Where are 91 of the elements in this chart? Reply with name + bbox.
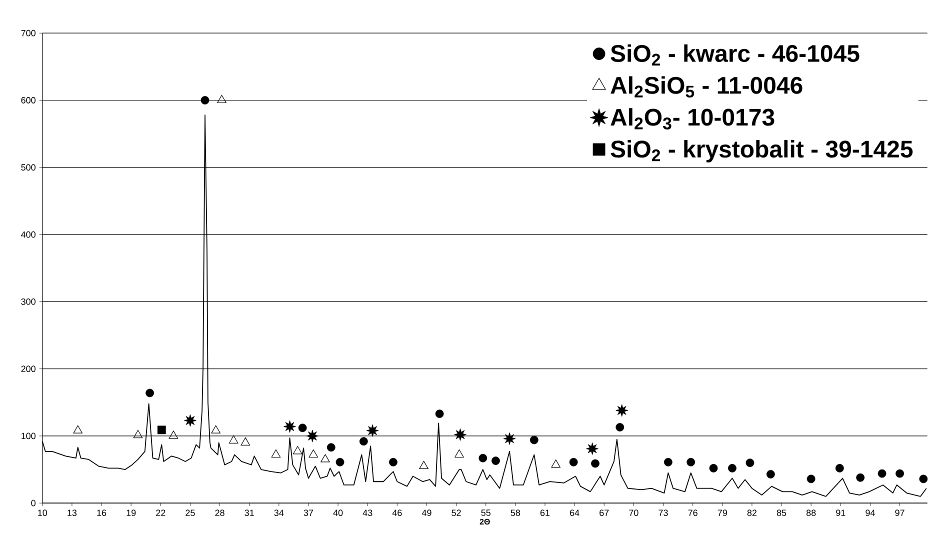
point [240,437,250,446]
point [766,470,775,478]
y-tick-label: 600 [21,97,36,104]
x-tick-label: 52 [452,510,461,516]
x-tick-label: 46 [392,510,402,516]
x-tick-label: 22 [156,510,166,516]
x-tick-label: 88 [806,510,816,516]
x-tick-label: 61 [540,510,550,516]
point [228,435,238,444]
x-tick-label: 43 [362,510,372,516]
point [326,443,336,452]
point [709,464,718,472]
point [664,458,672,466]
point [200,96,210,104]
y-tick-label: 100 [22,432,36,440]
point [306,430,319,442]
x-tick-label: 19 [126,510,136,516]
legend-label: SiO$_{2}$ - krystobalit - 39-1425 [610,140,913,162]
point [686,458,696,466]
point [308,449,318,458]
point [746,458,754,468]
x-tick-label: 13 [68,510,77,516]
point [530,436,538,444]
point [133,430,143,438]
y-tick-label: 300 [21,298,36,305]
y-tick-label: 0 [31,500,36,506]
x-tick-label: 91 [836,510,846,516]
x-tick-label: 16 [97,510,106,516]
point [896,469,904,478]
point [454,449,464,458]
x-tick-label: 67 [600,510,609,516]
x-tick-label: 85 [776,510,786,516]
point [591,459,600,468]
point [878,469,886,478]
point [389,458,398,466]
point [478,454,488,462]
point [454,428,466,441]
y-tick-label: 700 [21,30,36,36]
point [551,460,560,468]
legend-label: Al$_{2}$O$_{3}$- 10-0173 [610,108,774,130]
point [616,423,624,432]
point [806,474,816,484]
x-tick-label: 73 [658,510,668,516]
x-tick-label: 37 [304,510,314,516]
x-tick-label: 31 [244,510,254,516]
point [271,449,281,458]
y-tick-label: 500 [21,164,36,171]
point [419,460,428,469]
point [284,420,296,433]
point [435,410,444,418]
legend-label: Al$_{2}$SiO$_{5}$ - 11-0046 [610,76,802,98]
x-tick-label: 76 [688,510,698,516]
x-tick-label: 25 [186,510,195,516]
point [492,456,500,465]
x-tick-label: 58 [510,510,520,516]
x-tick-label: 28 [215,510,224,516]
point [217,94,226,104]
point [298,424,307,432]
x-tick-label: 82 [747,510,757,516]
point [503,432,516,445]
point [616,404,628,417]
point [586,442,599,455]
point [168,430,178,439]
x-tick-label: 40 [333,510,343,516]
x-axis-title: 2Θ [480,518,490,525]
x-tick-label: 97 [895,510,904,516]
point [184,414,196,427]
point [211,425,220,434]
point [293,446,302,454]
x-tick-label: 70 [629,510,638,516]
point [728,464,736,472]
point [157,426,166,434]
point [366,424,379,437]
point [856,473,865,482]
legend-label: SiO$_{2}$ - kwarc - 46-1045 [610,44,860,66]
point [569,458,578,466]
point [73,425,82,434]
x-tick-label: 49 [422,510,432,516]
x-tick-label: 79 [718,510,727,516]
x-tick-label: 64 [570,510,580,516]
point [359,437,368,446]
x-tick-label: 34 [274,510,284,516]
x-tick-label: 10 [38,510,48,516]
x-tick-label: 94 [866,510,875,516]
point [146,388,154,398]
y-tick-label: 400 [21,231,36,238]
point [320,454,330,462]
x-tick-label: 55 [481,510,490,516]
point [835,464,844,472]
y-tick-label: 200 [21,366,36,372]
point [336,458,344,466]
